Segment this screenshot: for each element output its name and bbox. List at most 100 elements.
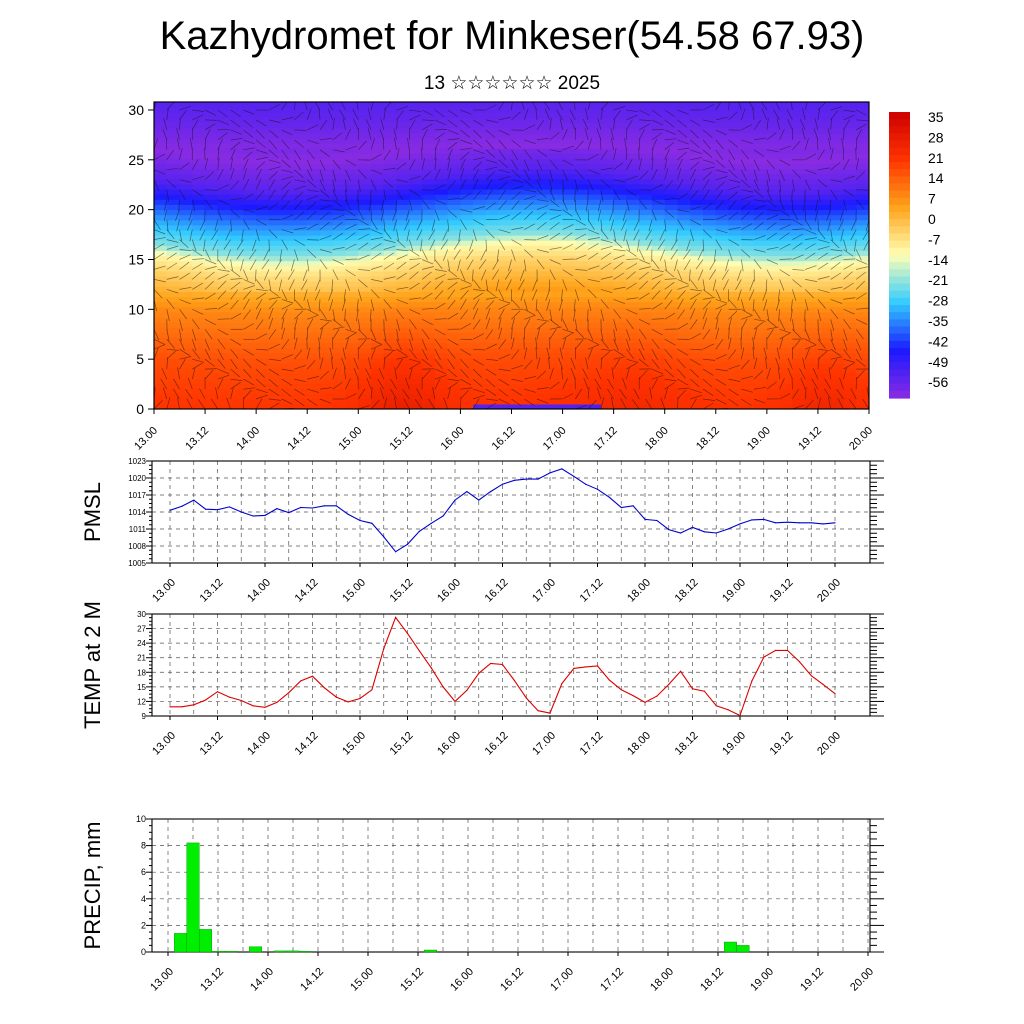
heatmap-cell [422, 194, 436, 200]
heatmap-cell [779, 173, 793, 180]
heatmap-cell [805, 260, 819, 267]
wind-barb [434, 269, 447, 272]
heatmap-cell [600, 183, 615, 190]
heatmap-cell [307, 163, 321, 170]
heatmap-cell [703, 229, 717, 236]
heatmap-cell [549, 255, 564, 262]
heatmap-cell [294, 102, 308, 108]
heatmap-cell [779, 158, 793, 164]
heatmap-cell [511, 148, 525, 154]
heatmap-cell [256, 137, 270, 144]
heatmap-cell [217, 219, 232, 226]
wind-barb [817, 262, 829, 270]
heatmap-cell [664, 316, 679, 323]
heatmap-cell [498, 158, 513, 164]
wind-barb [409, 239, 414, 252]
heatmap-cell [817, 286, 832, 292]
heatmap-cell [856, 270, 869, 277]
heatmap-cell [664, 301, 679, 308]
wind-barb [753, 169, 758, 182]
heatmap-cell [703, 178, 717, 185]
wind-barb [549, 159, 558, 170]
wind-barb [740, 299, 745, 311]
heatmap-cell [179, 214, 193, 221]
wind-barb [715, 398, 727, 405]
wind-barb [805, 153, 816, 161]
wind-barb [383, 219, 386, 232]
heatmap-cell [805, 373, 819, 379]
heatmap-cell [409, 291, 423, 298]
heatmap-cell [473, 158, 487, 164]
wind-barb [485, 202, 496, 210]
wind-barb [626, 114, 638, 121]
heatmap-cell [396, 347, 410, 354]
heatmap-cell [179, 127, 193, 134]
heatmap-cell [307, 337, 321, 344]
heatmap-cell [562, 235, 576, 241]
wind-barb [319, 249, 332, 253]
heatmap-cell [498, 322, 513, 328]
heatmap-cell [664, 337, 679, 344]
heatmap-cell [383, 163, 398, 170]
wind-barb [619, 388, 627, 400]
wind-barb [318, 299, 321, 312]
heatmap-cell [422, 137, 436, 144]
wind-barb [327, 108, 334, 121]
heatmap-cell [217, 352, 232, 359]
wind-barb [611, 397, 614, 409]
heatmap-cell [485, 209, 500, 216]
wind-barb [217, 119, 229, 126]
wind-barb [268, 149, 279, 158]
heatmap-cell [332, 112, 347, 118]
wind-barb [600, 167, 613, 171]
wind-barb [715, 159, 725, 169]
heatmap-cell [383, 306, 398, 313]
heatmap-cell [460, 214, 474, 221]
heatmap-cell [485, 194, 500, 200]
heatmap-cell [230, 153, 244, 159]
wind-barb [230, 359, 238, 370]
wind-barb [570, 357, 576, 370]
wind-barb [779, 169, 785, 181]
heatmap-cell [651, 301, 666, 308]
heatmap-cell [613, 209, 628, 216]
heatmap-cell [779, 168, 793, 175]
wind-barb [511, 327, 513, 340]
heatmap-cell [511, 357, 525, 364]
heatmap-cell [741, 398, 755, 405]
heatmap-cell [358, 142, 372, 149]
heatmap-cell [817, 332, 832, 338]
heatmap-cell [281, 178, 296, 185]
heatmap-cell [511, 362, 525, 369]
heatmap-cell [460, 332, 474, 338]
heatmap-cell [460, 235, 474, 241]
heatmap-cell [600, 270, 615, 277]
heatmap-cell [766, 122, 781, 129]
heatmap-cell [268, 102, 283, 108]
heatmap-cell [485, 337, 500, 344]
heatmap-cell [281, 352, 296, 359]
heatmap-cell [588, 102, 602, 108]
wind-barb [268, 329, 277, 340]
heatmap-cell [537, 142, 551, 149]
wind-barb [677, 309, 685, 320]
heatmap-cell [511, 296, 525, 303]
heatmap-cell [192, 362, 206, 369]
wind-barb [357, 179, 361, 192]
wind-barb [409, 348, 417, 359]
wind-barb [670, 249, 678, 260]
heatmap-cell [345, 322, 359, 328]
wind-barb [638, 199, 647, 210]
wind-barb [179, 148, 183, 160]
heatmap-cell [817, 173, 832, 180]
wind-barb [279, 249, 283, 262]
heatmap-cell [358, 112, 372, 118]
heatmap-cell [779, 204, 793, 211]
heatmap-cell [422, 158, 436, 164]
heatmap-cell [166, 368, 181, 374]
wind-barb [447, 180, 456, 190]
heatmap-cell [588, 368, 602, 374]
heatmap-cell [843, 122, 857, 129]
heatmap-cell [805, 357, 819, 364]
heatmap-cell [549, 332, 564, 338]
